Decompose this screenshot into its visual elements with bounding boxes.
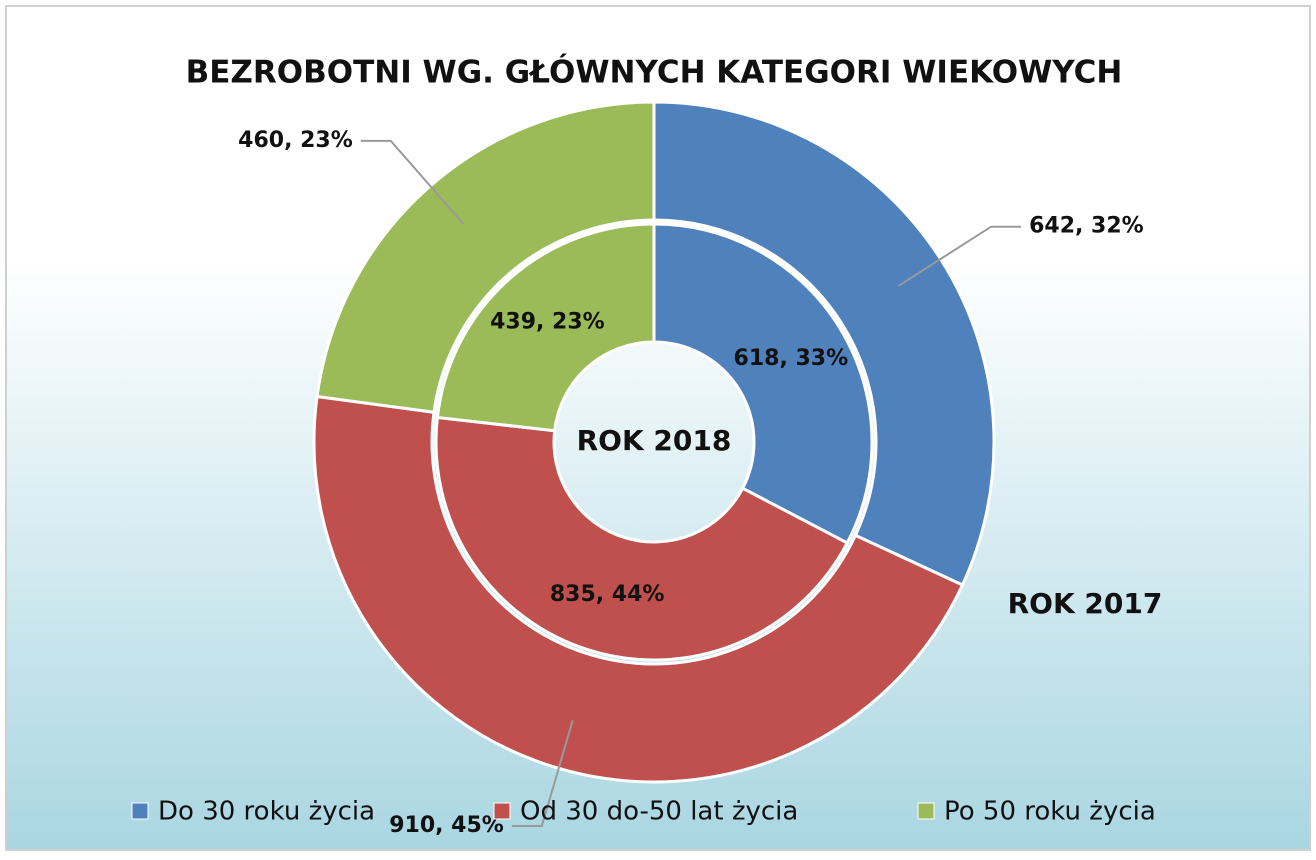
doughnut-segment [435,222,656,433]
doughnut-segment [312,394,965,784]
doughnut-segment [652,100,996,587]
leader-line [360,139,464,225]
data-label: 460, 23% [238,128,353,153]
chart-title: BEZROBOTNI WG. GŁÓWNYCH KATEGORI WIEKOWY… [186,54,1123,91]
legend-label: Do 30 roku życia [158,797,375,827]
data-label: 439, 23% [490,310,605,335]
legend-swatch [131,802,149,820]
doughnut-segment [434,415,850,662]
doughnut-segment [315,100,656,414]
legend-label: Po 50 roku życia [944,797,1156,827]
doughnut-segment [652,222,874,545]
legend-swatch [493,802,511,820]
data-label: 910, 45% [389,813,504,838]
data-label: 642, 32% [1029,214,1144,239]
leader-line [511,720,574,827]
legend-label: Od 30 do-50 lat życia [520,797,798,827]
data-label: 618, 33% [734,346,849,371]
inner-series-name: ROK 2018 [577,424,732,457]
leader-line [897,225,1022,287]
data-label: 835, 44% [550,582,665,607]
outer-series-name: ROK 2017 [1008,587,1163,620]
legend-swatch [917,802,935,820]
